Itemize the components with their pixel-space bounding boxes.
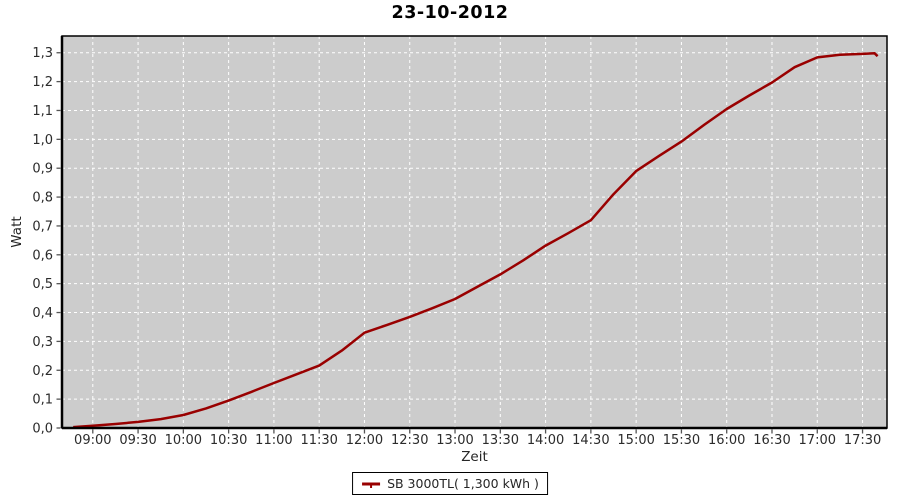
legend-label: SB 3000TL( 1,300 kWh ) xyxy=(387,476,539,491)
x-tick-label: 15:30 xyxy=(663,433,700,448)
x-tick-label: 11:00 xyxy=(255,433,292,448)
plot-area-svg: 09:00 09:30 10:00 10:30 11:00 11:30 12:00 12:30… xyxy=(32,35,888,448)
plot-background xyxy=(62,36,887,428)
x-axis-title: Zeit xyxy=(461,449,488,465)
x-tick-label: 16:30 xyxy=(753,433,790,448)
x-tick-label: 17:30 xyxy=(844,433,881,448)
y-tick-label: 0,4 xyxy=(32,306,53,321)
y-tick-label: 0,6 xyxy=(32,248,53,263)
y-tick-label: 0,3 xyxy=(32,335,53,350)
y-tick-label: 0,2 xyxy=(32,364,53,379)
x-tick-label: 15:00 xyxy=(617,433,654,448)
x-tick-label: 13:00 xyxy=(436,433,473,448)
x-tick-label: 14:00 xyxy=(527,433,564,448)
x-tick-label: 13:30 xyxy=(482,433,519,448)
y-tick-label: 0,7 xyxy=(32,219,53,234)
x-tick-label: 17:00 xyxy=(799,433,836,448)
y-tick-label: 0,5 xyxy=(32,277,53,292)
x-tick-label: 10:00 xyxy=(165,433,202,448)
y-tick-label: 0,8 xyxy=(32,191,53,206)
series-line xyxy=(73,52,879,429)
legend-line-marker xyxy=(362,482,381,488)
y-tick-label: 0,0 xyxy=(32,422,53,437)
y-tick-label: 1,3 xyxy=(32,46,53,61)
x-tick-label: 16:00 xyxy=(708,433,745,448)
y-tick-label: 0,9 xyxy=(32,162,53,177)
legend: SB 3000TL( 1,300 kWh ) xyxy=(352,472,548,495)
x-tick-label: 09:00 xyxy=(74,433,111,448)
x-tick-label: 12:00 xyxy=(346,433,383,448)
chart-title: 23-10-2012 xyxy=(391,3,509,23)
x-tick-label: 09:30 xyxy=(119,433,156,448)
y-tick-label: 1,2 xyxy=(32,75,53,90)
y-tick-label: 1,1 xyxy=(32,104,53,119)
x-tick-label: 10:30 xyxy=(210,433,247,448)
y-tick-label: 0,1 xyxy=(32,393,53,408)
x-tick-label: 11:30 xyxy=(300,433,337,448)
x-tick-label: 14:30 xyxy=(572,433,609,448)
y-axis-title: Watt xyxy=(9,216,25,248)
y-tick-label: 1,0 xyxy=(32,133,53,148)
x-tick-label: 12:30 xyxy=(391,433,428,448)
